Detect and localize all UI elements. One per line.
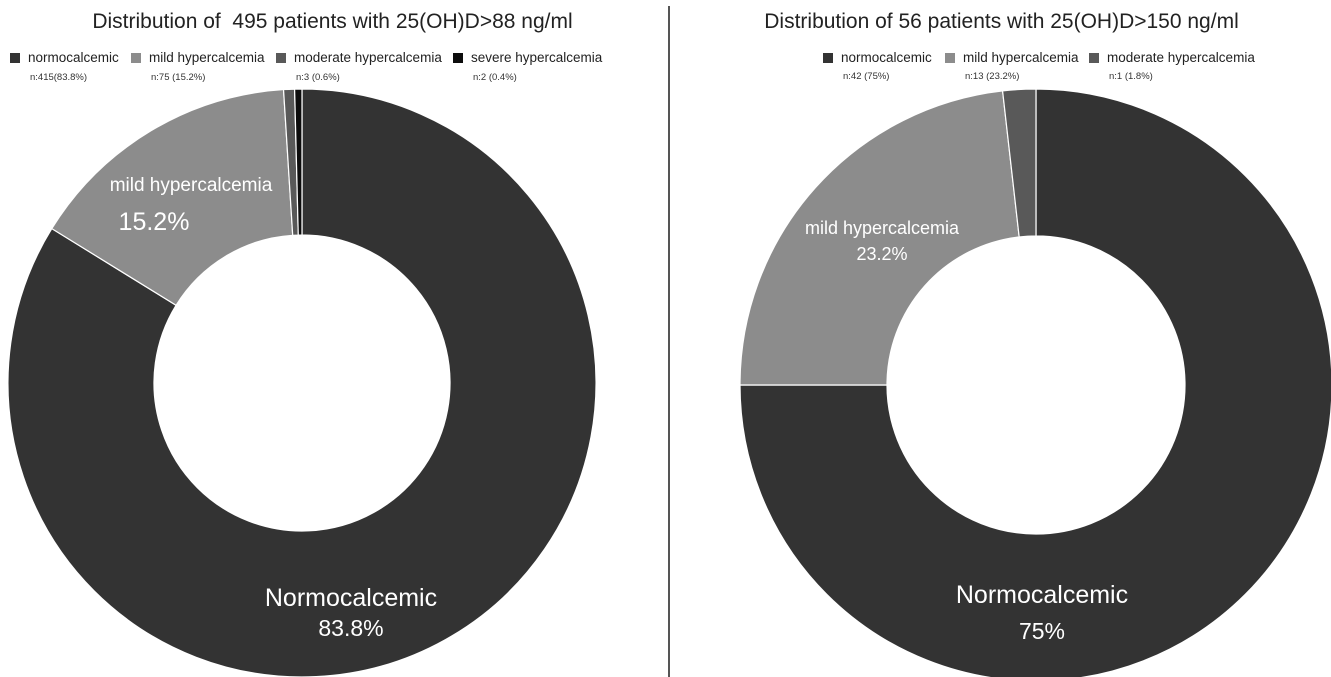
legend-item-normocalcemic: normocalcemic n:415(83.8%)	[10, 50, 119, 83]
slice-normocalcemic	[739, 88, 1331, 677]
legend-swatch	[1089, 53, 1099, 63]
legend-item-mild-hypercalcemia: mild hypercalcemia n:75 (15.2%)	[131, 50, 265, 83]
chart-title: Distribution of 56 patients with 25(OH)D…	[764, 10, 1239, 33]
legend-label: normocalcemic	[28, 50, 119, 65]
legend-count: n:1 (1.8%)	[1109, 71, 1153, 82]
slice-pct-normocalcemic: 83.8%	[318, 615, 383, 641]
legend-label: moderate hypercalcemia	[294, 50, 442, 65]
legend-swatch	[945, 53, 955, 63]
legend-count: n:3 (0.6%)	[296, 72, 340, 83]
slice-label-normocalcemic: Normocalcemic	[956, 581, 1128, 609]
slice-normocalcemic	[7, 88, 597, 677]
chart-right: Distribution of 56 patients with 25(OH)D…	[672, 0, 1331, 677]
legend-label: moderate hypercalcemia	[1107, 50, 1255, 65]
legend-count: n:13 (23.2%)	[965, 71, 1019, 82]
chart-left: Distribution of 495 patients with 25(OH)…	[0, 0, 665, 677]
legend-count: n:75 (15.2%)	[151, 72, 205, 83]
legend-item-normocalcemic: normocalcemic n:42 (75%)	[823, 50, 932, 82]
legend-item-moderate-hypercalcemia: moderate hypercalcemia n:3 (0.6%)	[276, 50, 442, 83]
slice-label-mild-hypercalcemia: mild hypercalcemia	[110, 175, 273, 196]
slice-label-mild-hypercalcemia: mild hypercalcemia	[805, 218, 960, 238]
slice-mild-hypercalcemia	[50, 88, 294, 307]
slice-pct-normocalcemic: 75%	[1019, 618, 1065, 644]
legend-label: normocalcemic	[841, 50, 932, 65]
legend-label: severe hypercalcemia	[471, 50, 603, 65]
slice-mild-hypercalcemia	[739, 90, 1020, 386]
donut-chart-svg: normocalcemic n:42 (75%) mild hypercalcemi…	[739, 50, 1331, 677]
donut-chart-svg: normocalcemic n:415(83.8%) mild hypercalce…	[7, 50, 603, 677]
legend-swatch	[10, 53, 20, 63]
legend-swatch	[823, 53, 833, 63]
chart-title: Distribution of 495 patients with 25(OH)…	[92, 10, 573, 33]
legend-item-mild-hypercalcemia: mild hypercalcemia n:13 (23.2%)	[945, 50, 1079, 82]
slice-moderate-hypercalcemia	[1001, 88, 1037, 238]
slice-label-normocalcemic: Normocalcemic	[265, 584, 437, 612]
legend-swatch	[131, 53, 141, 63]
legend-swatch	[276, 53, 286, 63]
slice-pct-mild-hypercalcemia: 23.2%	[856, 244, 907, 264]
legend-count: n:415(83.8%)	[30, 72, 87, 83]
slice-severe-hypercalcemia	[293, 88, 303, 236]
legend-count: n:42 (75%)	[843, 71, 889, 82]
panel-divider	[668, 6, 670, 677]
legend-swatch	[453, 53, 463, 63]
slice-pct-mild-hypercalcemia: 15.2%	[119, 208, 190, 236]
legend-label: mild hypercalcemia	[963, 50, 1079, 65]
legend-item-severe-hypercalcemia: severe hypercalcemia n:2 (0.4%)	[453, 50, 603, 83]
legend-count: n:2 (0.4%)	[473, 72, 517, 83]
legend-item-moderate-hypercalcemia: moderate hypercalcemia n:1 (1.8%)	[1089, 50, 1255, 82]
legend-label: mild hypercalcemia	[149, 50, 265, 65]
